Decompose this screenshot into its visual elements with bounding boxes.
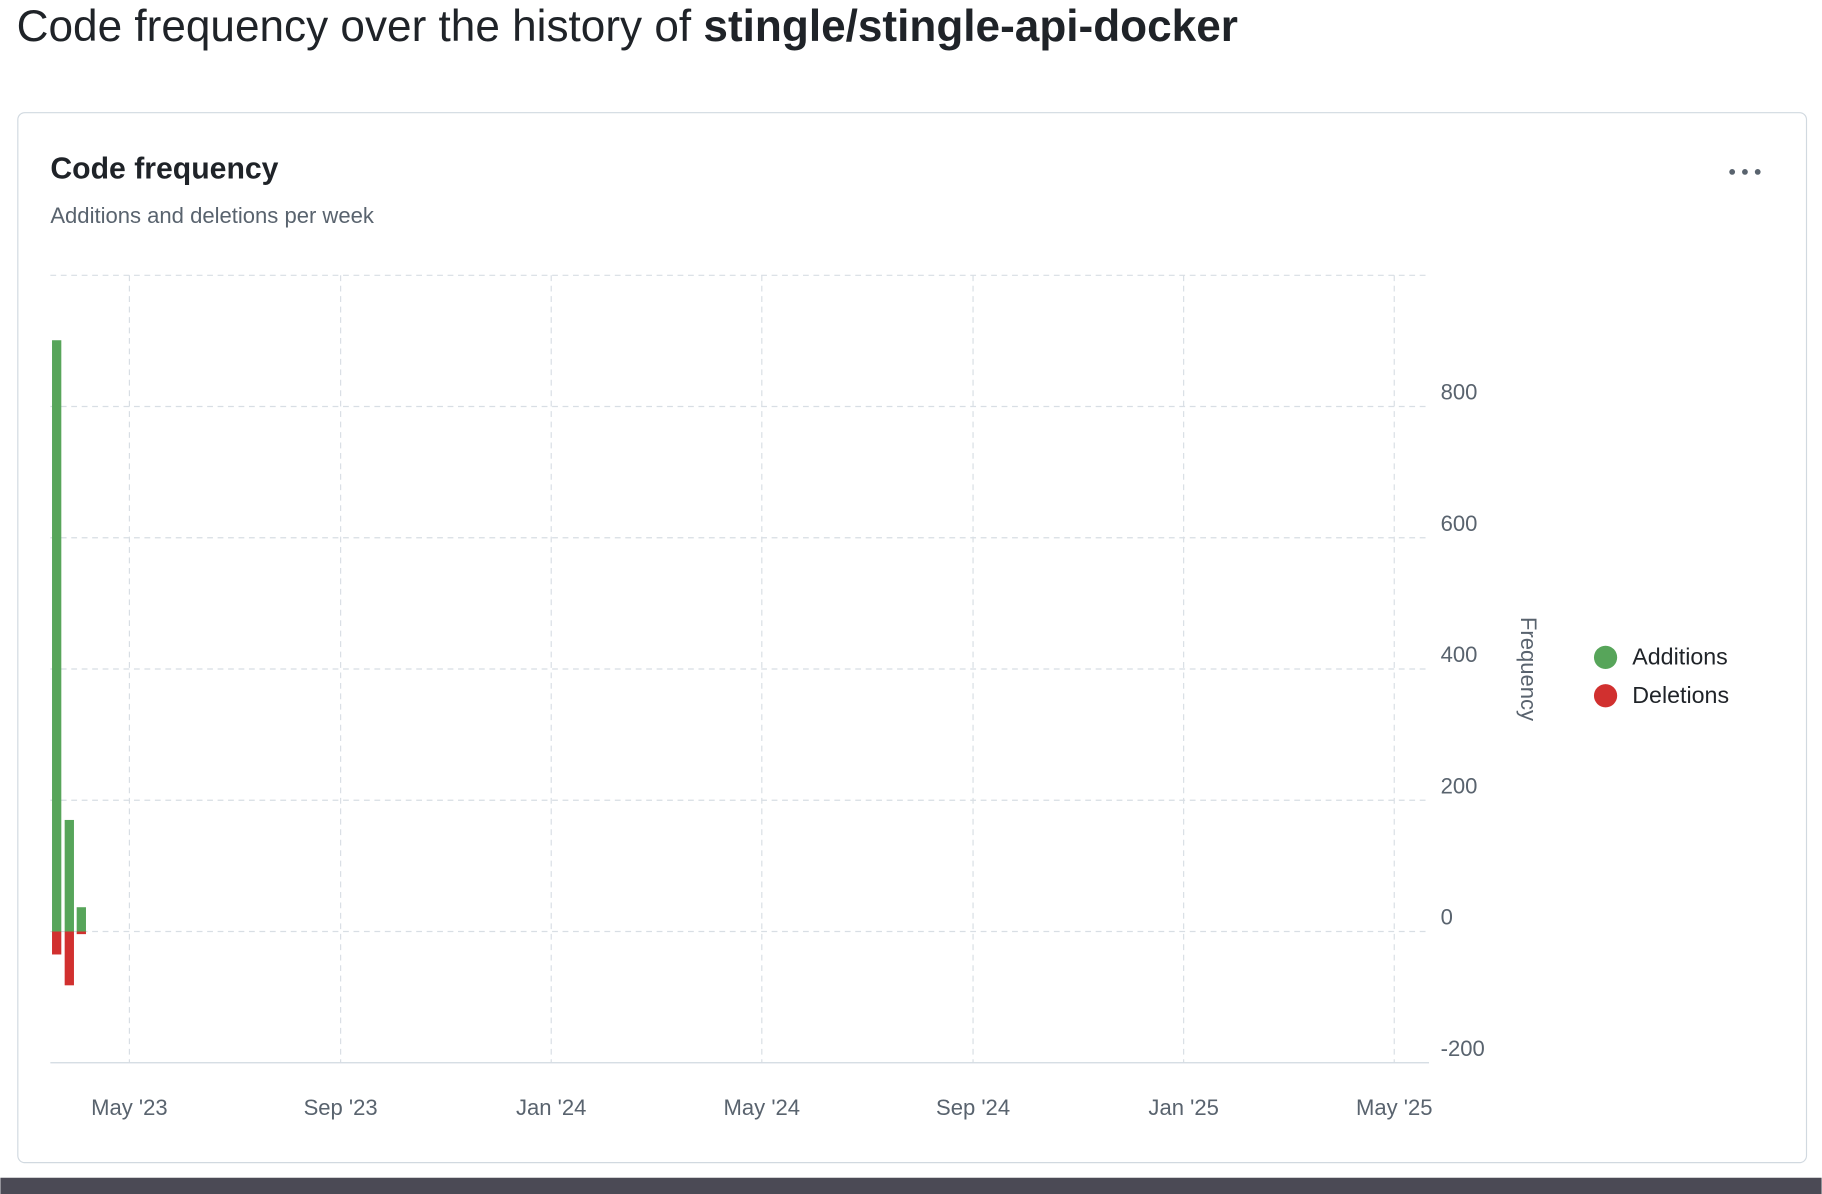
x-tick-label: Sep '23 (304, 1095, 378, 1120)
bar (64, 819, 74, 932)
bar (76, 907, 86, 932)
legend-marker (1593, 684, 1618, 708)
y-tick-label: 0 (1441, 905, 1453, 930)
y-tick-label: 600 (1441, 511, 1478, 536)
bar (64, 931, 74, 986)
x-tick-label: May '25 (1356, 1095, 1433, 1120)
x-tick-label: Sep '24 (936, 1095, 1010, 1120)
y-tick-label: 200 (1441, 773, 1478, 798)
menu-button[interactable] (1729, 168, 1761, 175)
bar (52, 340, 62, 932)
repo-name[interactable]: stingle/stingle-api-docker (703, 2, 1238, 51)
y-tick-label: 800 (1441, 380, 1478, 405)
page-title: Code frequency over the history of sting… (17, 2, 1238, 51)
x-tick-label: May '23 (91, 1095, 168, 1120)
x-tick-label: Jan '25 (1148, 1095, 1218, 1120)
card-subtitle: Additions and deletions per week (50, 203, 375, 228)
x-tick-label: May '24 (724, 1095, 801, 1120)
bar (76, 931, 86, 935)
card-title: Code frequency (50, 153, 278, 186)
x-tick-label: Jan '24 (516, 1095, 586, 1120)
plot: -200 0 200 400 600 800 May '23 Sep '23 Jan '24 Ma… (50, 275, 1729, 1120)
legend-label: Deletions (1632, 682, 1729, 708)
legend-marker (1593, 645, 1618, 670)
bottom-bar (0, 1177, 1822, 1194)
card (17, 112, 1808, 1164)
legend-label: Additions (1632, 644, 1728, 670)
bar (52, 931, 62, 955)
y-tick-label: -200 (1441, 1036, 1485, 1061)
y-axis-label: Frequency (1516, 617, 1541, 721)
y-tick-label: 400 (1441, 642, 1478, 667)
title-prefix: Code frequency over the history of (17, 2, 692, 51)
